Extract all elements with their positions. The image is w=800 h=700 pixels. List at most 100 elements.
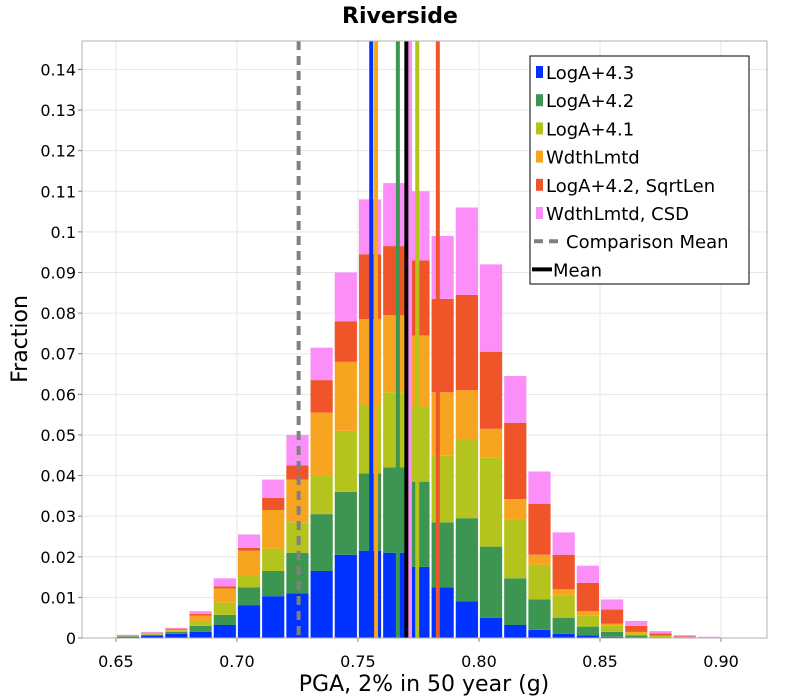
- bar-segment-5: [479, 264, 503, 352]
- plot-frame: [81, 40, 768, 639]
- bar-segment-0: [504, 625, 527, 638]
- bar-segment-4: [165, 628, 188, 630]
- bar-segment-4: [673, 636, 696, 638]
- legend-swatch: [536, 150, 543, 163]
- bar-segment-2: [189, 620, 212, 626]
- bar-segment-5: [455, 207, 478, 295]
- legend: LogA+4.3 LogA+4.2 LogA+4.1 WdthLmtd LogA+4.2…: [529, 55, 750, 285]
- y-tick-label: 0.12: [40, 142, 76, 161]
- bar-segment-4: [552, 554, 575, 590]
- bar-segment-3: [455, 390, 478, 439]
- chart-title: Riverside: [342, 4, 458, 29]
- bar-segment-2: [504, 519, 527, 579]
- bar-segment-5: [165, 627, 188, 629]
- bar-segment-5: [504, 376, 527, 423]
- bar-segment-5: [552, 532, 575, 555]
- bar-segment-0: [213, 625, 236, 638]
- y-tick-label: 0.14: [40, 60, 76, 79]
- bar-segment-1: [528, 599, 551, 630]
- bar-segment-3: [262, 510, 285, 549]
- bar-segment-5: [697, 636, 721, 638]
- x-axis-ticks: 0.65 0.70 0.75 0.80 0.85 0.90: [98, 638, 739, 671]
- bar-segment-0: [237, 605, 261, 638]
- bar-segment-3: [431, 392, 454, 456]
- x-tick-label: 0.65: [98, 652, 134, 671]
- bar-segment-3: [600, 623, 624, 626]
- bar-segment-2: [431, 455, 454, 523]
- bar-segment-0: [189, 631, 212, 638]
- legend-swatch: [536, 178, 543, 191]
- bar-segment-0: [141, 635, 164, 638]
- bar-segment-3: [479, 428, 503, 458]
- bar-segment-1: [334, 491, 357, 555]
- bar-segment-2: [165, 630, 188, 632]
- bar-segment-0: [455, 601, 478, 638]
- bar-segment-2: [552, 595, 575, 618]
- bar-segment-3: [383, 315, 406, 393]
- bar-segment-5: [649, 631, 672, 634]
- bar-segment-1: [262, 570, 285, 597]
- bar-segment-1: [504, 578, 527, 626]
- bar-segment-4: [455, 294, 478, 391]
- legend-swatch: [536, 207, 543, 219]
- bar-segment-2: [383, 392, 406, 468]
- bar-segment-5: [625, 620, 648, 626]
- bar-segment-1: [552, 617, 575, 634]
- y-tick-label: 0: [66, 629, 76, 648]
- legend-label: LogA+4.3: [546, 63, 634, 84]
- legend-swatch: [536, 66, 543, 78]
- bar-segment-1: [455, 518, 478, 602]
- y-tick-label: 0.06: [40, 385, 76, 404]
- bar-segment-4: [479, 351, 503, 429]
- bar-segment-1: [625, 635, 648, 638]
- y-tick-label: 0.02: [40, 548, 76, 567]
- bar-segment-2: [334, 430, 357, 492]
- bar-segment-1: [383, 467, 406, 553]
- bar-segment-4: [189, 614, 212, 616]
- bar-segment-2: [649, 635, 672, 638]
- legend-label: LogA+4.2: [546, 91, 634, 112]
- bar-segment-4: [286, 465, 309, 480]
- bar-segment-4: [237, 547, 261, 551]
- bar-segment-0: [528, 629, 551, 638]
- bar-segment-0: [383, 552, 406, 638]
- bar-segment-5: [600, 599, 624, 610]
- legend-swatch: [536, 122, 543, 135]
- bar-segment-3: [528, 554, 551, 565]
- bar-segment-3: [552, 589, 575, 596]
- legend-label: WdthLmtd: [546, 148, 640, 169]
- bar-segment-5: [383, 183, 406, 247]
- bar-segment-5: [528, 471, 551, 504]
- bar-segment-4: [262, 497, 285, 511]
- bar-segment-5: [262, 479, 285, 498]
- bar-segment-4: [383, 246, 406, 316]
- legend-label: LogA+4.2, SqrtLen: [546, 176, 715, 197]
- bar-segment-2: [237, 575, 261, 588]
- bar-segment-2: [310, 475, 333, 515]
- bar-segment-4: [528, 503, 551, 555]
- bar-segment-0: [310, 570, 333, 638]
- bar-segment-2: [262, 548, 285, 571]
- legend-label: WdthLmtd, CSD: [546, 204, 689, 225]
- bar-segment-3: [213, 588, 236, 603]
- bar-segment-1: [237, 587, 261, 606]
- bar-segment-3: [165, 629, 188, 631]
- bar-segment-3: [237, 550, 261, 576]
- x-tick-label: 0.80: [461, 652, 497, 671]
- legend-label-mean: Mean: [553, 260, 602, 281]
- y-tick-label: 0.13: [40, 101, 76, 120]
- bar-segment-2: [455, 439, 478, 519]
- bar-segment-0: [431, 587, 454, 638]
- legend-label-comparison-mean: Comparison Mean: [566, 232, 729, 253]
- bar-segment-0: [576, 635, 599, 638]
- bar-segment-4: [625, 625, 648, 632]
- bar-segment-2: [576, 615, 599, 627]
- bar-segment-4: [213, 586, 236, 589]
- bar-segment-5: [310, 347, 333, 381]
- bar-segment-1: [165, 631, 188, 634]
- bar-segment-4: [576, 582, 599, 612]
- bar-segment-0: [552, 633, 575, 638]
- bar-segment-3: [310, 412, 333, 476]
- y-tick-label: 0.04: [40, 467, 76, 486]
